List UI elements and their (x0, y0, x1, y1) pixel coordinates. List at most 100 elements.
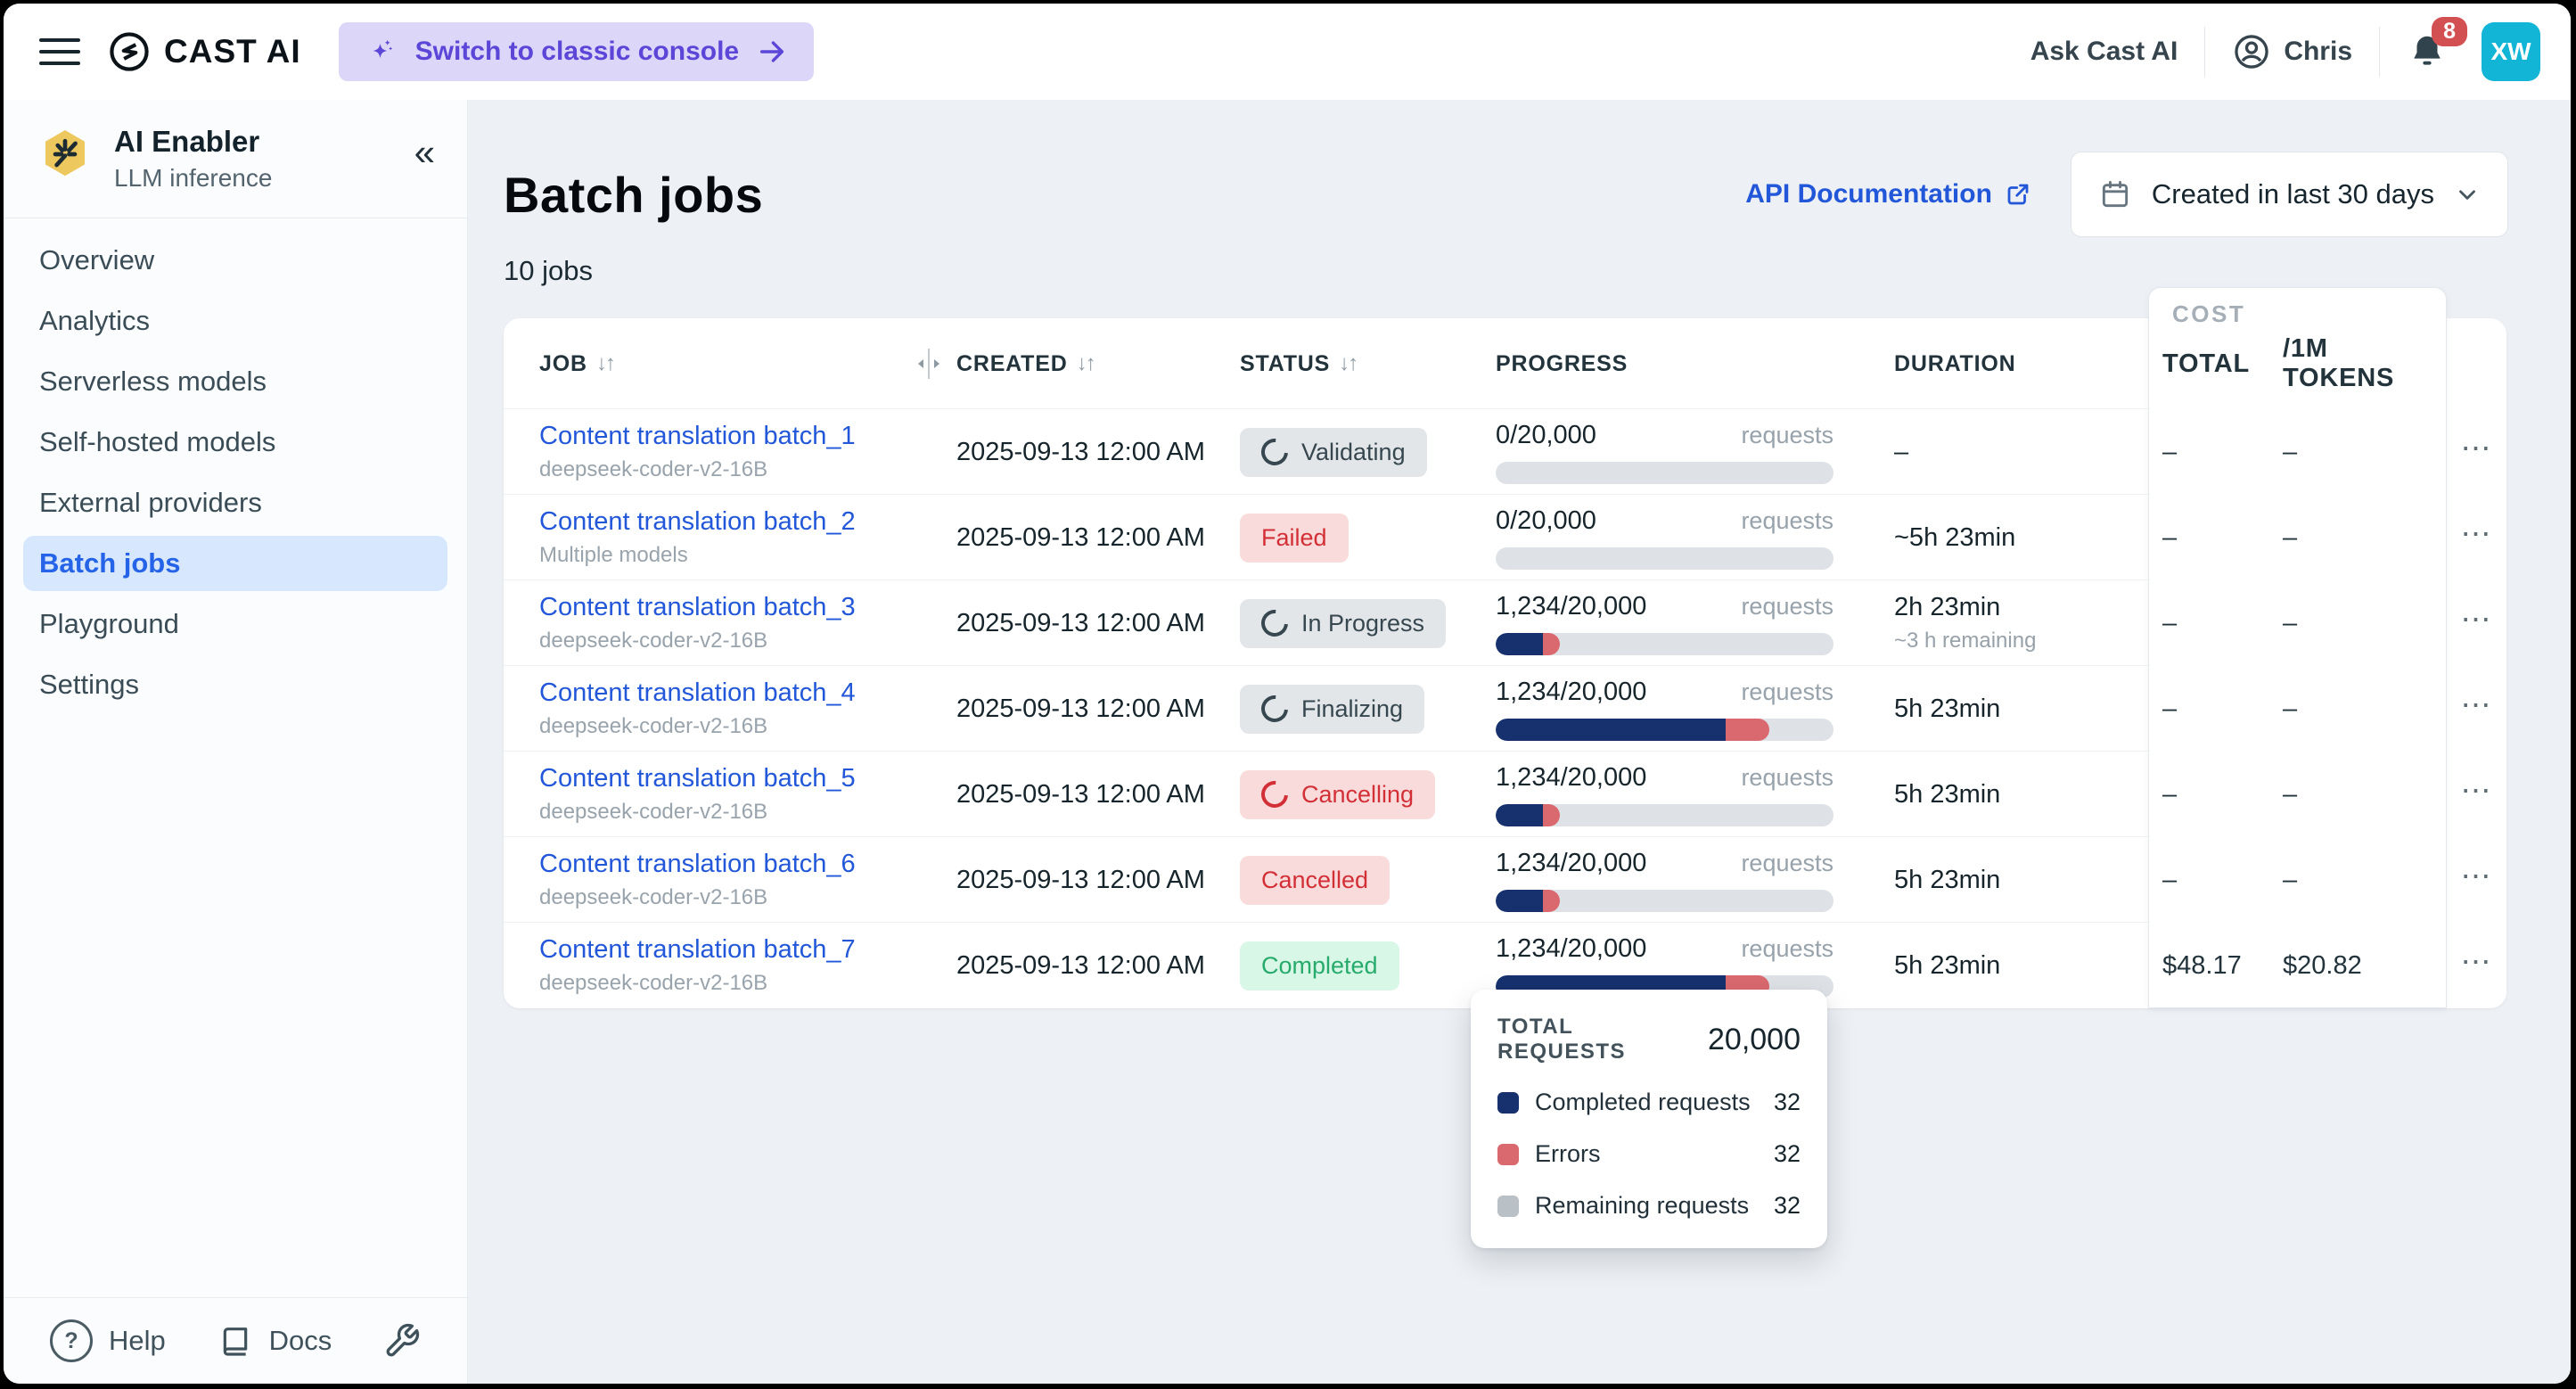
arrow-right-icon (757, 37, 787, 67)
cost-per-tokens-cell: – (2283, 865, 2298, 894)
sidebar-item-label: Playground (39, 608, 179, 639)
sidebar-header: AI Enabler LLM inference « (4, 100, 467, 193)
job-name-link[interactable]: Content translation batch_6 (539, 850, 856, 878)
progress-cell: 1,234/20,000 requests (1496, 849, 1894, 912)
row-actions-button[interactable]: ⋯ (2460, 945, 2493, 979)
cost-per-tokens-cell: – (2283, 694, 2298, 723)
job-name-link[interactable]: Content translation batch_3 (539, 593, 856, 621)
row-actions-button[interactable]: ⋯ (2460, 431, 2493, 465)
sidebar-item-playground[interactable]: Playground (23, 596, 447, 652)
sidebar-item-batch-jobs[interactable]: Batch jobs (23, 536, 447, 591)
progress-unit: requests (1741, 934, 1834, 962)
job-name-link[interactable]: Content translation batch_4 (539, 678, 856, 707)
date-filter-dropdown[interactable]: Created in last 30 days (2070, 152, 2508, 237)
progress-bar (1496, 889, 1834, 912)
table-row: Content translation batch_3 deepseek-cod… (504, 580, 2506, 666)
progress-count: 1,234/20,000 (1496, 848, 1647, 877)
sidebar-item-external-providers[interactable]: External providers (23, 475, 447, 530)
api-documentation-link[interactable]: API Documentation (1745, 179, 2031, 210)
app-window: CAST AI Switch to classic console Ask Ca… (4, 4, 2571, 1384)
table-body: Content translation batch_1 deepseek-cod… (504, 409, 2506, 1008)
notifications-button[interactable]: 8 (2407, 17, 2467, 72)
column-header-job[interactable]: JOB ↓↑ (539, 350, 616, 376)
progress-unit: requests (1741, 763, 1834, 791)
cost-total-cell: – (2162, 522, 2178, 552)
jobs-count: 10 jobs (504, 255, 593, 286)
sort-icon[interactable]: ↓↑ (1339, 351, 1358, 375)
progress-count: 0/20,000 (1496, 505, 1596, 535)
tools-button[interactable] (383, 1322, 421, 1360)
column-resize-handle[interactable] (915, 349, 942, 379)
cost-per-tokens-cell: – (2283, 437, 2298, 466)
duration-remaining: ~3 h remaining (1894, 629, 2037, 653)
row-actions-button[interactable]: ⋯ (2460, 774, 2493, 808)
table-row: Content translation batch_4 deepseek-cod… (504, 666, 2506, 752)
sidebar-item-serverless-models[interactable]: Serverless models (23, 354, 447, 409)
progress-bar-errors (1543, 803, 1560, 826)
sidebar-item-overview[interactable]: Overview (23, 233, 447, 288)
docs-button[interactable]: Docs (217, 1323, 332, 1359)
table-row: Content translation batch_1 deepseek-cod… (504, 409, 2506, 495)
spinner-icon (1255, 689, 1294, 728)
status-badge: Cancelled (1240, 855, 1391, 905)
cost-per-tokens-cell: – (2283, 779, 2298, 809)
progress-unit: requests (1741, 849, 1834, 876)
cost-column-group: COST (2148, 287, 2447, 1008)
job-model: deepseek-coder-v2-16B (539, 971, 768, 995)
notification-badge: 8 (2432, 17, 2467, 46)
calendar-icon (2098, 177, 2132, 211)
switch-classic-console-button[interactable]: Switch to classic console (338, 22, 815, 81)
progress-count: 1,234/20,000 (1496, 762, 1647, 792)
created-cell: 2025-09-13 12:00 AM (956, 779, 1205, 809)
status-badge: Failed (1240, 513, 1349, 563)
created-cell: 2025-09-13 12:00 AM (956, 608, 1205, 637)
sort-icon[interactable]: ↓↑ (595, 351, 616, 375)
avatar[interactable]: XW (2482, 22, 2540, 81)
tooltip-total-value: 20,000 (1708, 1022, 1801, 1056)
progress-bar-errors (1543, 889, 1560, 912)
help-button[interactable]: ? Help (50, 1319, 166, 1362)
cost-per-tokens-cell: – (2283, 608, 2298, 637)
cost-total-cell: – (2162, 694, 2178, 723)
column-header-status[interactable]: STATUS ↓↑ (1240, 350, 1358, 376)
row-actions-button[interactable]: ⋯ (2460, 859, 2493, 893)
sidebar-item-self-hosted-models[interactable]: Self-hosted models (23, 415, 447, 470)
job-name-link[interactable]: Content translation batch_7 (539, 935, 856, 964)
column-header-duration: DURATION (1894, 350, 2016, 376)
job-name-link[interactable]: Content translation batch_1 (539, 422, 856, 450)
sort-icon[interactable]: ↓↑ (1076, 351, 1096, 375)
sidebar-item-label: Overview (39, 244, 155, 275)
column-header-cost-per-tokens: /1M TOKENS (2283, 334, 2395, 392)
user-menu[interactable]: Chris (2232, 32, 2352, 71)
duration-value: – (1894, 437, 1909, 466)
table-header-row: JOB ↓↑ CREATED ↓↑ ST (504, 318, 2506, 409)
progress-cell: 1,234/20,000 requests (1496, 763, 1894, 826)
progress-unit: requests (1741, 421, 1834, 448)
status-label: Cancelling (1301, 780, 1415, 808)
help-label: Help (109, 1325, 166, 1356)
sidebar-item-analytics[interactable]: Analytics (23, 293, 447, 349)
job-name-link[interactable]: Content translation batch_5 (539, 764, 856, 793)
chevron-down-icon (2454, 181, 2481, 208)
person-icon (2232, 32, 2271, 71)
legend-swatch (1497, 1195, 1519, 1217)
row-actions-button[interactable]: ⋯ (2460, 603, 2493, 637)
duration-value: ~5h 23min (1894, 522, 2016, 552)
hamburger-menu-icon[interactable] (39, 38, 80, 65)
ask-cast-ai-button[interactable]: Ask Cast AI (2030, 37, 2178, 66)
main-content: Batch jobs API Documentation (468, 100, 2571, 1384)
sidebar-item-label: Self-hosted models (39, 426, 276, 457)
sidebar-item-label: Batch jobs (39, 547, 181, 579)
column-header-created[interactable]: CREATED ↓↑ (918, 349, 1240, 379)
row-actions-button[interactable]: ⋯ (2460, 517, 2493, 551)
sidebar-collapse-icon[interactable]: « (414, 131, 435, 173)
row-actions-button[interactable]: ⋯ (2460, 688, 2493, 722)
legend-value: 32 (1773, 1140, 1801, 1167)
cost-per-tokens-cell: $20.82 (2283, 950, 2362, 980)
status-badge: Validating (1240, 427, 1427, 477)
user-name: Chris (2284, 37, 2352, 66)
cast-ai-logo[interactable]: CAST AI (107, 29, 301, 74)
job-name-link[interactable]: Content translation batch_2 (539, 507, 856, 536)
sidebar-item-settings[interactable]: Settings (23, 657, 447, 712)
duration-value: 5h 23min (1894, 779, 2001, 809)
